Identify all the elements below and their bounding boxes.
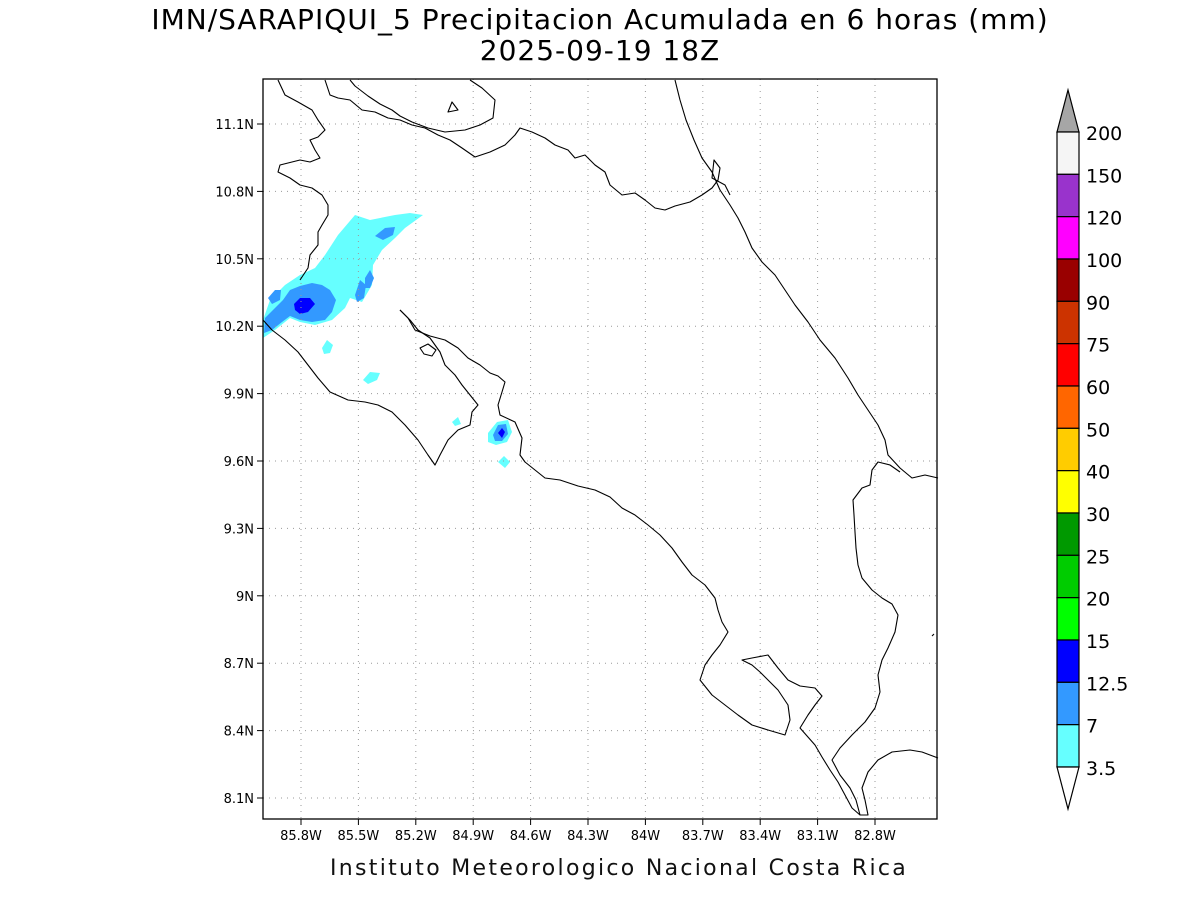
precip-area-7 [355,280,366,302]
lon-tick-label: 83.1W [797,829,839,844]
legend-swatch [1056,724,1080,768]
legend-level-label: 3.5 [1086,758,1116,780]
legend-swatch [1056,216,1080,260]
legend-swatch [1056,597,1080,641]
legend-swatch [1056,639,1080,683]
lon-tick-label: 82.8W [854,829,896,844]
precip-area-3.5 [363,372,380,384]
precip-area-3.5 [263,213,423,338]
legend-swatch [1056,512,1080,556]
coastline [262,79,939,816]
map-date: 2025-09-19 18Z [479,34,721,67]
legend-level-label: 120 [1086,208,1122,230]
lat-tick-label: 10.5N [215,253,254,268]
lon-tick-label: 84W [631,829,661,844]
lon-tick-label: 85.5W [337,829,379,844]
legend-level-label: 150 [1086,165,1122,187]
legend-level-label: 12.5 [1086,673,1128,695]
legend-level-label: 20 [1086,589,1110,611]
legend-over-arrow [1056,87,1080,133]
map-axes: 85.8W 85.5W 85.2W 84.9W 84.6W 84.3W 84W 83.7W 83… [215,118,896,844]
precip-area-3.5 [322,340,333,354]
precip-area-12.5 [294,298,315,314]
map-title: IMN/SARAPIQUI_5 Precipitacion Acumulada … [151,3,1049,36]
lat-tick-label: 10.8N [215,185,254,200]
legend-level-label: 7 [1086,716,1098,738]
legend-level-label: 30 [1086,504,1110,526]
lat-tick-label: 9.6N [224,455,254,470]
legend-swatch [1056,258,1080,302]
legend-level-label: 40 [1086,462,1110,484]
precip-area-7 [365,270,374,288]
legend-swatch [1056,131,1080,175]
legend-level-label: 25 [1086,546,1110,568]
precip-area-7 [375,227,395,240]
legend-level-label: 75 [1086,335,1110,357]
precip-area-7 [268,290,281,304]
legend-swatch [1056,300,1080,345]
legend-swatch [1056,554,1080,599]
lat-tick-label: 8.1N [224,792,254,807]
legend-swatch [1056,173,1080,218]
lon-tick-label: 83.4W [739,829,781,844]
footer-credit: Instituto Meteorologico Nacional Costa R… [330,856,909,881]
legend-swatch [1056,427,1080,472]
legend-level-label: 15 [1086,631,1110,653]
lat-lon-grid [263,79,937,819]
precipitation-field [263,213,512,468]
lon-tick-label: 84.3W [567,829,609,844]
map-frame [262,78,938,820]
lat-tick-label: 9.3N [224,522,254,537]
legend-swatch [1056,343,1080,387]
lat-tick-label: 9N [236,590,254,605]
lat-tick-label: 10.2N [215,320,254,335]
legend-level-label: 60 [1086,377,1110,399]
lon-tick-label: 84.6W [510,829,552,844]
lat-tick-label: 9.9N [224,388,254,403]
lat-tick-label: 8.4N [224,725,254,740]
legend-level-label: 200 [1086,123,1122,145]
lon-tick-label: 83.7W [682,829,724,844]
legend-level-label: 90 [1086,292,1110,314]
lon-tick-label: 85.8W [280,829,322,844]
precip-area-3.5 [498,456,510,468]
legend-level-label: 100 [1086,250,1122,272]
legend-under-arrow [1056,766,1080,812]
precip-area-12.5 [498,428,505,438]
legend-level-label: 50 [1086,419,1110,441]
lon-tick-label: 85.2W [395,829,437,844]
precip-area-3.5 [452,417,461,426]
lat-tick-label: 8.7N [224,657,254,672]
lon-tick-label: 84.9W [452,829,494,844]
legend-swatch [1056,470,1080,514]
lat-tick-label: 11.1N [215,118,254,133]
legend-swatch [1056,681,1080,726]
color-legend: 3.5 7 12.5 15 20 25 30 40 50 60 75 90 100 120 150 200 [1056,87,1128,812]
legend-swatch [1056,385,1080,429]
